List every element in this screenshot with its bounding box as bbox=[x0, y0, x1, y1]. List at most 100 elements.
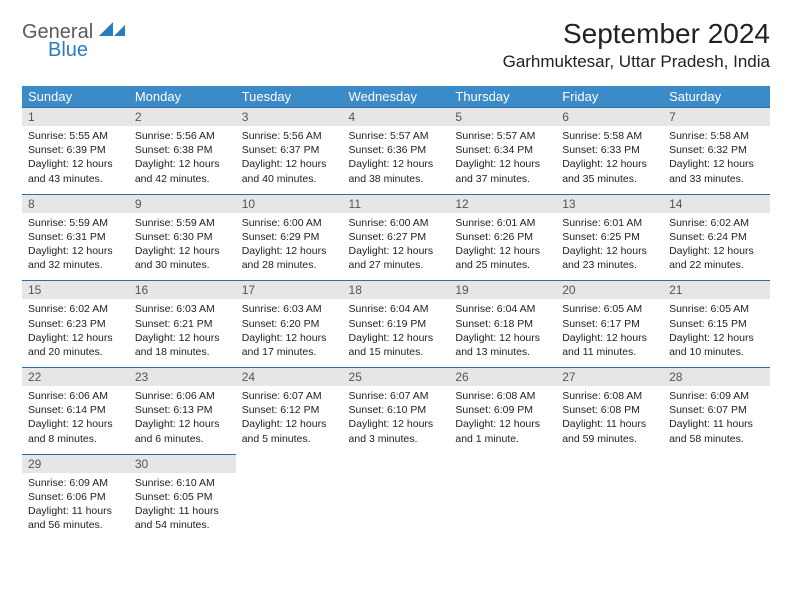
sunset-text: Sunset: 6:07 PM bbox=[669, 403, 764, 417]
calendar-day-cell: 27Sunrise: 6:08 AMSunset: 6:08 PMDayligh… bbox=[556, 368, 663, 455]
sunrise-text: Sunrise: 5:58 AM bbox=[669, 129, 764, 143]
daylight-line2: and 28 minutes. bbox=[242, 258, 337, 272]
dow-friday: Friday bbox=[556, 86, 663, 107]
day-number: 4 bbox=[343, 108, 450, 126]
day-body: Sunrise: 6:01 AMSunset: 6:25 PMDaylight:… bbox=[556, 213, 663, 281]
daylight-line1: Daylight: 12 hours bbox=[562, 157, 657, 171]
day-body: Sunrise: 6:03 AMSunset: 6:21 PMDaylight:… bbox=[129, 299, 236, 367]
day-body: Sunrise: 5:56 AMSunset: 6:38 PMDaylight:… bbox=[129, 126, 236, 194]
daylight-line1: Daylight: 12 hours bbox=[455, 331, 550, 345]
daylight-line1: Daylight: 12 hours bbox=[669, 244, 764, 258]
day-number: 23 bbox=[129, 368, 236, 386]
calendar-day-cell: 3Sunrise: 5:56 AMSunset: 6:37 PMDaylight… bbox=[236, 108, 343, 195]
day-number: 19 bbox=[449, 281, 556, 299]
day-body: Sunrise: 6:06 AMSunset: 6:14 PMDaylight:… bbox=[22, 386, 129, 454]
calendar-week-row: 22Sunrise: 6:06 AMSunset: 6:14 PMDayligh… bbox=[22, 368, 770, 455]
day-number: 1 bbox=[22, 108, 129, 126]
sunset-text: Sunset: 6:33 PM bbox=[562, 143, 657, 157]
daylight-line2: and 17 minutes. bbox=[242, 345, 337, 359]
calendar-day-cell: 21Sunrise: 6:05 AMSunset: 6:15 PMDayligh… bbox=[663, 281, 770, 368]
sunrise-text: Sunrise: 5:58 AM bbox=[562, 129, 657, 143]
daylight-line1: Daylight: 12 hours bbox=[349, 157, 444, 171]
day-number: 10 bbox=[236, 195, 343, 213]
calendar-day-cell: 29Sunrise: 6:09 AMSunset: 6:06 PMDayligh… bbox=[22, 454, 129, 540]
page-title: September 2024 bbox=[503, 18, 770, 50]
day-number: 9 bbox=[129, 195, 236, 213]
day-number: 2 bbox=[129, 108, 236, 126]
calendar-day-cell: 10Sunrise: 6:00 AMSunset: 6:29 PMDayligh… bbox=[236, 194, 343, 281]
sunrise-text: Sunrise: 5:57 AM bbox=[455, 129, 550, 143]
calendar-week-row: 29Sunrise: 6:09 AMSunset: 6:06 PMDayligh… bbox=[22, 454, 770, 540]
sunrise-text: Sunrise: 5:55 AM bbox=[28, 129, 123, 143]
sunrise-text: Sunrise: 6:07 AM bbox=[349, 389, 444, 403]
daylight-line2: and 11 minutes. bbox=[562, 345, 657, 359]
day-number: 20 bbox=[556, 281, 663, 299]
dow-wednesday: Wednesday bbox=[343, 86, 450, 107]
calendar-day-cell: 13Sunrise: 6:01 AMSunset: 6:25 PMDayligh… bbox=[556, 194, 663, 281]
daylight-line2: and 10 minutes. bbox=[669, 345, 764, 359]
sunrise-text: Sunrise: 5:59 AM bbox=[135, 216, 230, 230]
sunset-text: Sunset: 6:09 PM bbox=[455, 403, 550, 417]
daylight-line1: Daylight: 12 hours bbox=[28, 157, 123, 171]
calendar-day-cell bbox=[236, 454, 343, 540]
sunrise-text: Sunrise: 6:03 AM bbox=[242, 302, 337, 316]
day-body: Sunrise: 6:09 AMSunset: 6:07 PMDaylight:… bbox=[663, 386, 770, 454]
dow-monday: Monday bbox=[129, 86, 236, 107]
daylight-line2: and 6 minutes. bbox=[135, 432, 230, 446]
day-body: Sunrise: 6:04 AMSunset: 6:18 PMDaylight:… bbox=[449, 299, 556, 367]
daylight-line1: Daylight: 12 hours bbox=[135, 244, 230, 258]
daylight-line2: and 23 minutes. bbox=[562, 258, 657, 272]
title-block: September 2024 Garhmuktesar, Uttar Prade… bbox=[503, 18, 770, 72]
daylight-line2: and 40 minutes. bbox=[242, 172, 337, 186]
logo: General Blue bbox=[22, 18, 125, 60]
day-number: 18 bbox=[343, 281, 450, 299]
sunset-text: Sunset: 6:08 PM bbox=[562, 403, 657, 417]
dow-thursday: Thursday bbox=[449, 86, 556, 107]
calendar-day-cell: 20Sunrise: 6:05 AMSunset: 6:17 PMDayligh… bbox=[556, 281, 663, 368]
sunrise-text: Sunrise: 6:02 AM bbox=[669, 216, 764, 230]
daylight-line2: and 8 minutes. bbox=[28, 432, 123, 446]
day-body: Sunrise: 5:58 AMSunset: 6:32 PMDaylight:… bbox=[663, 126, 770, 194]
day-body: Sunrise: 5:59 AMSunset: 6:30 PMDaylight:… bbox=[129, 213, 236, 281]
calendar-table: Sunday Monday Tuesday Wednesday Thursday… bbox=[22, 86, 770, 107]
day-body: Sunrise: 6:08 AMSunset: 6:09 PMDaylight:… bbox=[449, 386, 556, 454]
sunrise-text: Sunrise: 6:06 AM bbox=[28, 389, 123, 403]
day-body: Sunrise: 6:02 AMSunset: 6:24 PMDaylight:… bbox=[663, 213, 770, 281]
dow-sunday: Sunday bbox=[22, 86, 129, 107]
daylight-line2: and 22 minutes. bbox=[669, 258, 764, 272]
day-number: 3 bbox=[236, 108, 343, 126]
day-number: 25 bbox=[343, 368, 450, 386]
daylight-line1: Daylight: 12 hours bbox=[669, 331, 764, 345]
daylight-line2: and 38 minutes. bbox=[349, 172, 444, 186]
calendar-week-row: 15Sunrise: 6:02 AMSunset: 6:23 PMDayligh… bbox=[22, 281, 770, 368]
sunset-text: Sunset: 6:31 PM bbox=[28, 230, 123, 244]
calendar-day-cell: 1Sunrise: 5:55 AMSunset: 6:39 PMDaylight… bbox=[22, 108, 129, 195]
logo-text: General Blue bbox=[22, 18, 125, 60]
day-number: 13 bbox=[556, 195, 663, 213]
daylight-line2: and 27 minutes. bbox=[349, 258, 444, 272]
day-number: 22 bbox=[22, 368, 129, 386]
sunrise-text: Sunrise: 6:05 AM bbox=[669, 302, 764, 316]
sunrise-text: Sunrise: 6:04 AM bbox=[455, 302, 550, 316]
sunrise-text: Sunrise: 6:09 AM bbox=[28, 476, 123, 490]
calendar-day-cell: 8Sunrise: 5:59 AMSunset: 6:31 PMDaylight… bbox=[22, 194, 129, 281]
day-body: Sunrise: 6:02 AMSunset: 6:23 PMDaylight:… bbox=[22, 299, 129, 367]
day-body: Sunrise: 6:09 AMSunset: 6:06 PMDaylight:… bbox=[22, 473, 129, 541]
day-number: 30 bbox=[129, 455, 236, 473]
day-number: 29 bbox=[22, 455, 129, 473]
daylight-line1: Daylight: 12 hours bbox=[135, 417, 230, 431]
daylight-line1: Daylight: 12 hours bbox=[455, 244, 550, 258]
day-number: 7 bbox=[663, 108, 770, 126]
daylight-line1: Daylight: 12 hours bbox=[242, 244, 337, 258]
daylight-line2: and 42 minutes. bbox=[135, 172, 230, 186]
calendar-day-cell: 5Sunrise: 5:57 AMSunset: 6:34 PMDaylight… bbox=[449, 108, 556, 195]
daylight-line1: Daylight: 11 hours bbox=[669, 417, 764, 431]
calendar-day-cell bbox=[343, 454, 450, 540]
daylight-line2: and 33 minutes. bbox=[669, 172, 764, 186]
daylight-line2: and 35 minutes. bbox=[562, 172, 657, 186]
day-body: Sunrise: 6:08 AMSunset: 6:08 PMDaylight:… bbox=[556, 386, 663, 454]
sunset-text: Sunset: 6:15 PM bbox=[669, 317, 764, 331]
calendar-day-cell: 24Sunrise: 6:07 AMSunset: 6:12 PMDayligh… bbox=[236, 368, 343, 455]
daylight-line1: Daylight: 11 hours bbox=[562, 417, 657, 431]
sunset-text: Sunset: 6:37 PM bbox=[242, 143, 337, 157]
